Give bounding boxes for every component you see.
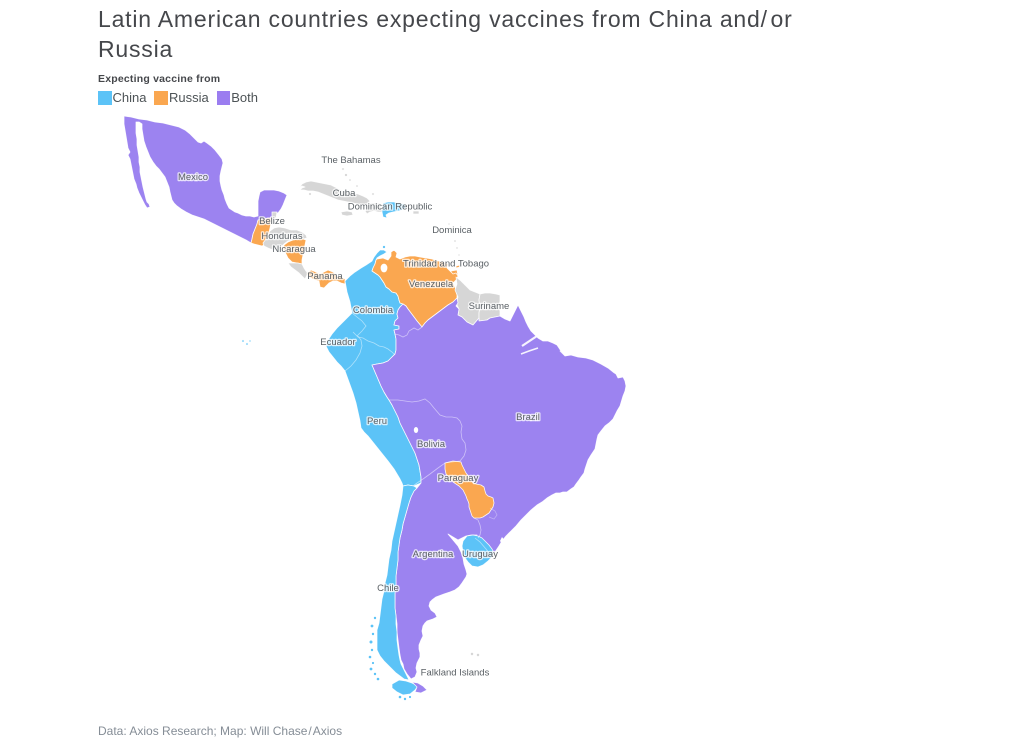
svg-text:Dominica: Dominica [432, 225, 472, 236]
svg-text:Dominican Republic: Dominican Republic [348, 202, 433, 213]
svg-text:Brazil: Brazil [516, 412, 540, 423]
svg-text:Argentina: Argentina [413, 549, 454, 560]
svg-text:Colombia: Colombia [353, 305, 394, 316]
svg-text:Bolivia: Bolivia [417, 439, 446, 450]
svg-text:Ecuador: Ecuador [320, 337, 355, 348]
svg-text:The Bahamas: The Bahamas [321, 155, 380, 166]
svg-text:Paraguay: Paraguay [438, 473, 479, 484]
svg-text:Honduras: Honduras [261, 231, 302, 242]
svg-text:Trinidad and Tobago: Trinidad and Tobago [403, 259, 489, 270]
svg-text:Chile: Chile [377, 583, 399, 594]
svg-text:Peru: Peru [367, 416, 387, 427]
svg-text:Belize: Belize [259, 216, 285, 227]
svg-text:Cuba: Cuba [333, 188, 356, 199]
svg-text:Mexico: Mexico [178, 172, 208, 183]
svg-text:Suriname: Suriname [469, 301, 510, 312]
svg-text:Venezuela: Venezuela [409, 279, 454, 290]
svg-text:Panama: Panama [307, 271, 343, 282]
svg-text:Nicaragua: Nicaragua [272, 244, 316, 255]
svg-text:Falkland Islands: Falkland Islands [421, 668, 490, 679]
svg-text:Uruguay: Uruguay [462, 549, 498, 560]
